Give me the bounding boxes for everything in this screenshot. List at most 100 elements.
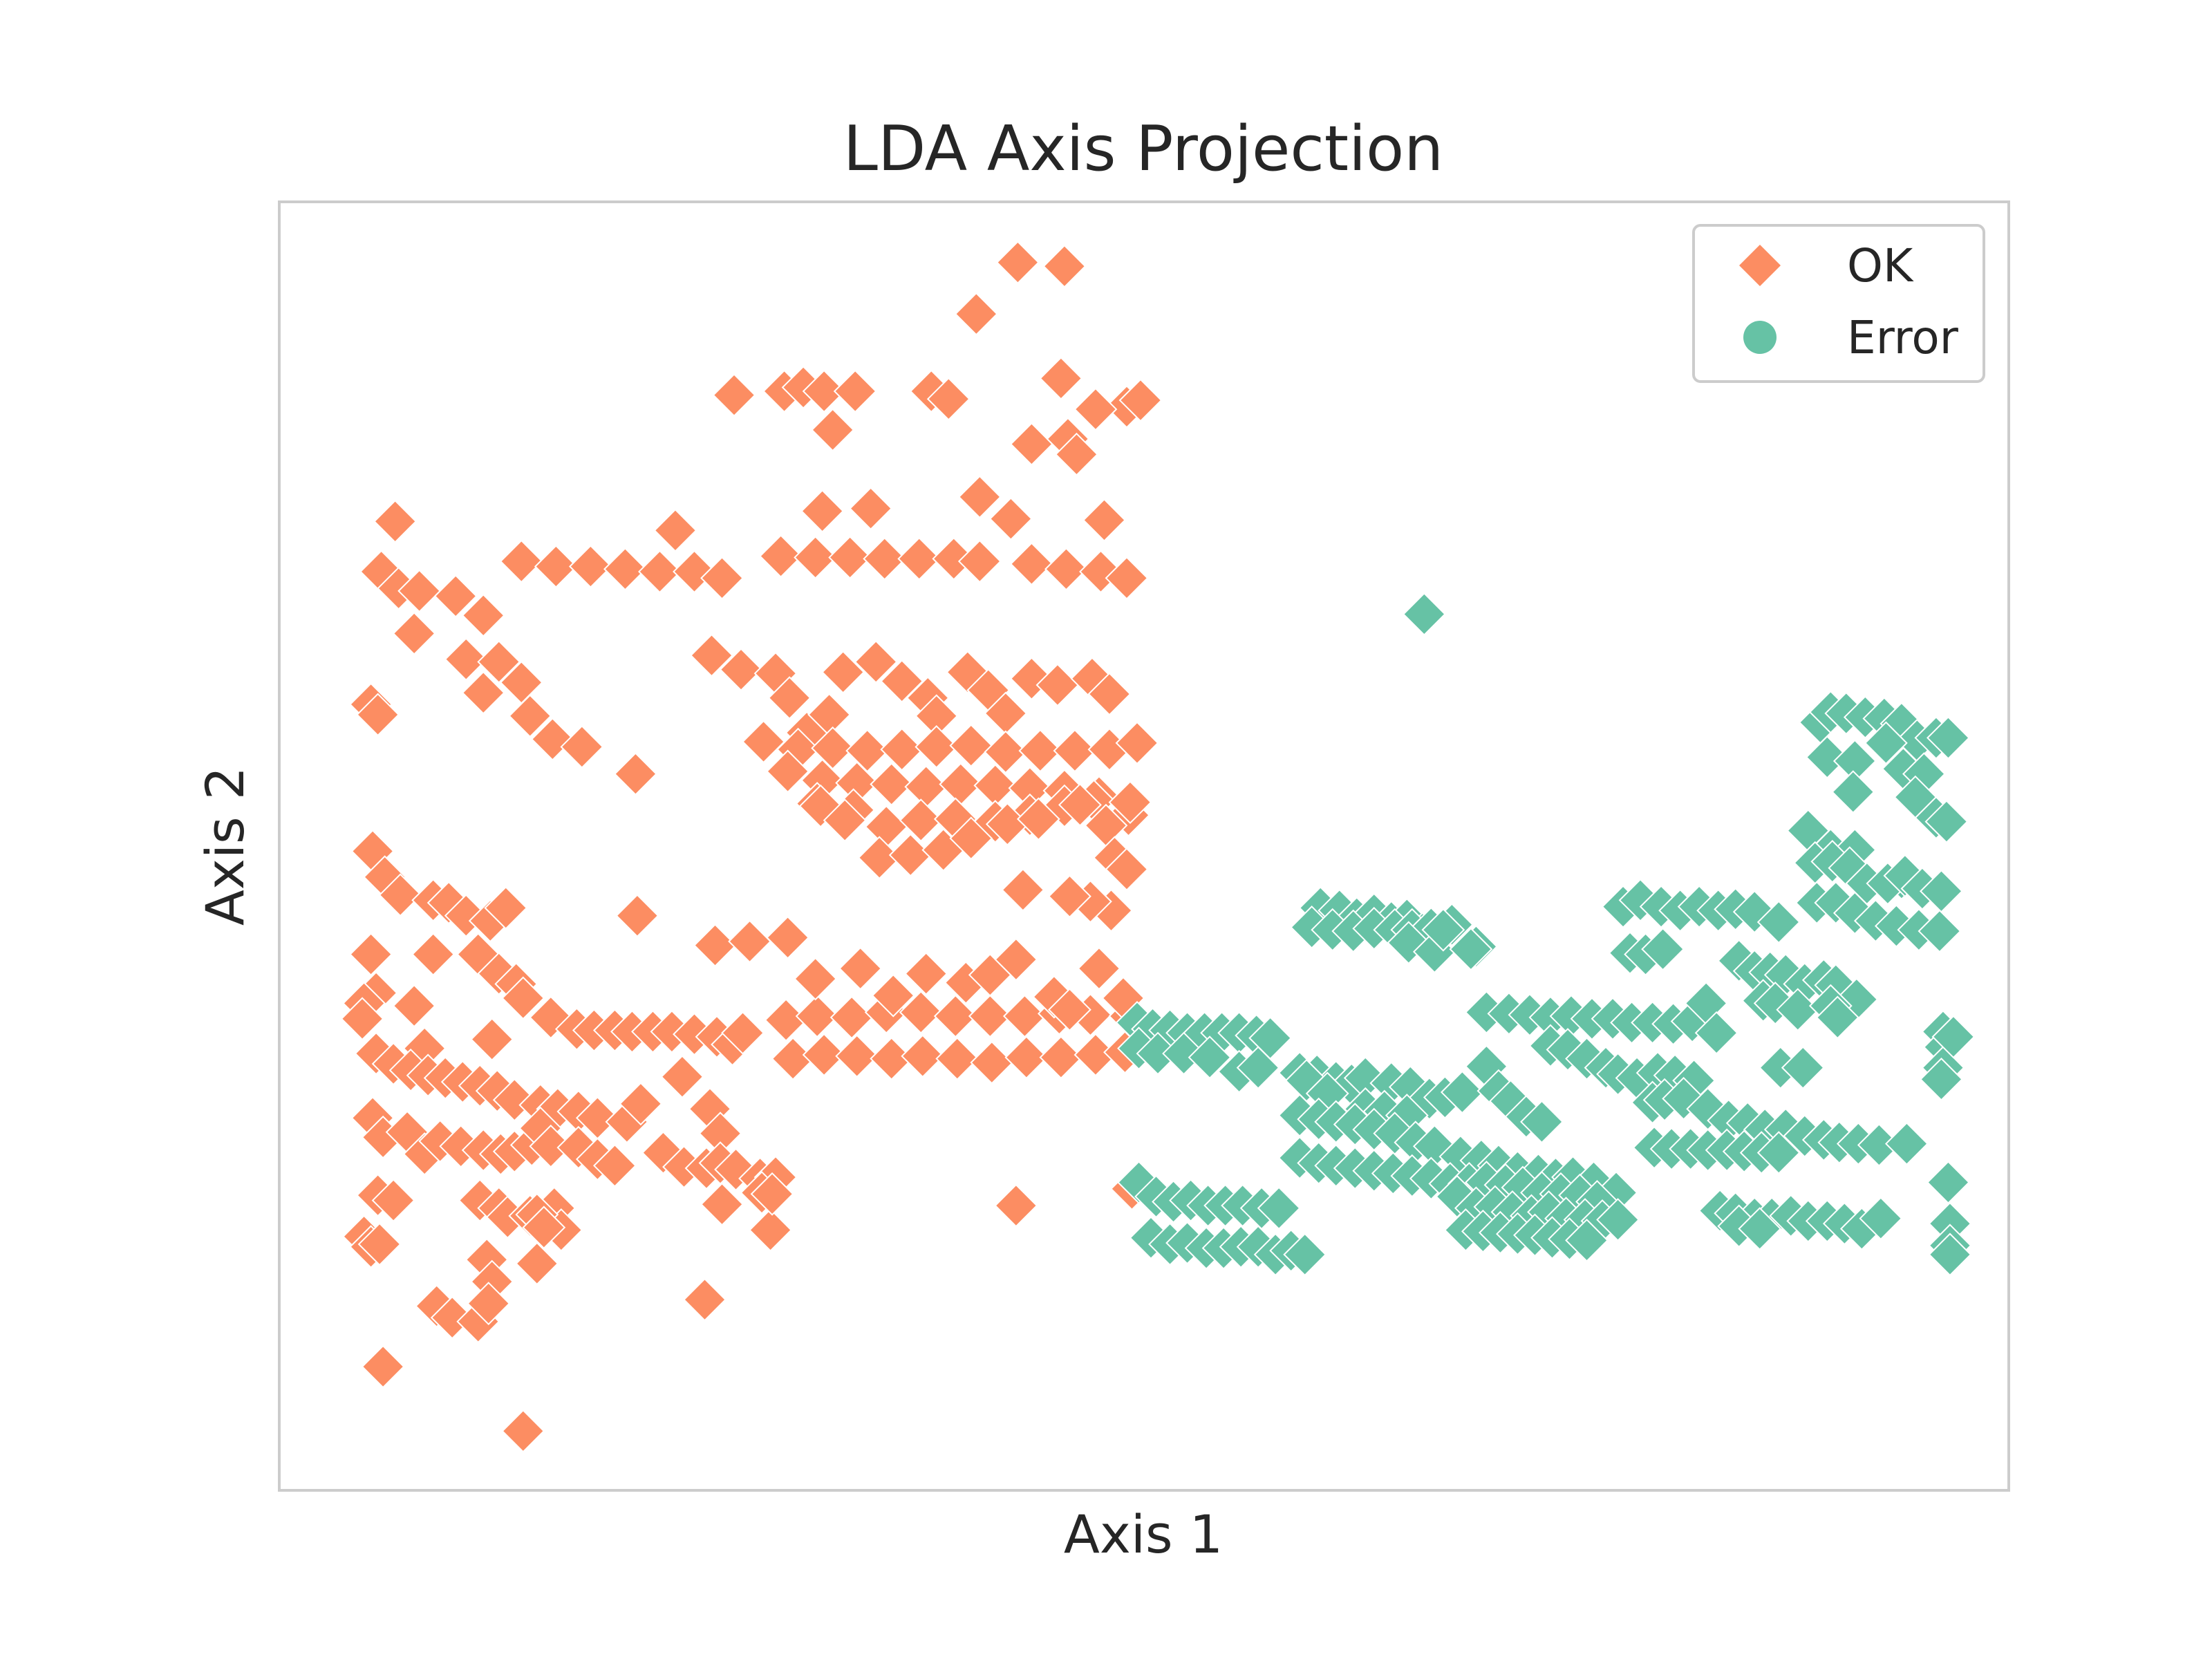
point-ok-31 <box>534 545 578 588</box>
point-ok-111 <box>378 873 422 917</box>
point-ok-7 <box>833 369 877 413</box>
point-ok-259 <box>994 1183 1038 1228</box>
point-ok-41 <box>897 536 941 581</box>
point-error-131 <box>1440 1070 1484 1114</box>
point-ok-236 <box>933 994 977 1038</box>
point-ok-50 <box>477 640 521 684</box>
series-ok-points <box>340 241 1163 1453</box>
point-error-250 <box>1738 1207 1782 1251</box>
point-error-97 <box>1694 1011 1738 1055</box>
point-ok-244 <box>871 973 915 1018</box>
point-ok-88 <box>1115 721 1159 765</box>
point-ok-233 <box>830 995 874 1040</box>
point-ok-58 <box>613 752 657 796</box>
point-ok-48 <box>392 612 436 655</box>
point-ok-76 <box>1087 672 1132 716</box>
point-ok-52 <box>461 671 505 715</box>
point-error-37 <box>1918 909 1962 953</box>
point-ok-60 <box>719 648 763 692</box>
point-ok-23 <box>988 497 1033 541</box>
point-ok-237 <box>968 994 1012 1038</box>
point-ok-1 <box>1042 244 1087 288</box>
point-error-10 <box>1864 721 1908 765</box>
point-ok-43 <box>957 539 1002 583</box>
point-ok-9 <box>926 377 971 421</box>
point-error-9 <box>1927 716 1970 760</box>
point-ok-129 <box>1058 782 1102 827</box>
point-ok-145 <box>456 932 500 976</box>
chart-title: LDA Axis Projection <box>843 113 1443 185</box>
point-error-206 <box>1257 1186 1301 1230</box>
point-ok-92 <box>870 762 914 806</box>
point-error-18 <box>1924 800 1969 843</box>
point-ok-29 <box>461 593 505 637</box>
legend-marker-error <box>1743 321 1777 354</box>
point-ok-47 <box>1105 556 1149 600</box>
point-ok-138 <box>349 932 393 976</box>
x-axis-label: Axis 1 <box>1064 1503 1223 1565</box>
point-ok-30 <box>499 539 543 583</box>
point-ok-114 <box>444 894 488 938</box>
point-ok-251 <box>1077 946 1121 991</box>
point-error-84 <box>1781 1046 1825 1090</box>
point-ok-120 <box>766 915 810 959</box>
point-ok-193 <box>592 1143 637 1188</box>
point-ok-136 <box>1047 874 1091 919</box>
point-error-82 <box>1815 995 1859 1040</box>
point-ok-65 <box>821 650 865 694</box>
point-ok-6 <box>802 369 846 413</box>
point-ok-256 <box>522 1206 566 1250</box>
point-ok-12 <box>1118 378 1163 422</box>
point-ok-86 <box>1053 729 1097 773</box>
point-ok-49 <box>444 637 488 682</box>
point-ok-18 <box>373 499 418 543</box>
point-error-11 <box>1805 735 1849 779</box>
point-ok-0 <box>995 241 1040 285</box>
point-ok-22 <box>957 475 1002 519</box>
point-ok-225 <box>935 1037 980 1080</box>
point-ok-66 <box>854 640 898 684</box>
point-ok-16 <box>1074 387 1118 431</box>
point-ok-248 <box>994 937 1038 982</box>
point-ok-149 <box>501 976 545 1020</box>
point-error-121 <box>1236 1046 1280 1090</box>
point-ok-191 <box>556 1125 601 1170</box>
point-error-226 <box>1596 1198 1640 1241</box>
point-error-79 <box>1753 981 1797 1025</box>
point-ok-219 <box>683 1277 727 1322</box>
point-ok-126 <box>949 816 993 861</box>
point-error-244 <box>1859 1197 1903 1241</box>
point-ok-83 <box>949 724 993 768</box>
point-ok-238 <box>1002 994 1047 1038</box>
point-ok-227 <box>1004 1035 1049 1080</box>
point-ok-160 <box>721 1011 765 1055</box>
point-ok-119 <box>728 919 771 964</box>
legend-label-ok: OK <box>1847 239 1914 292</box>
point-ok-131 <box>1108 780 1152 825</box>
point-ok-242 <box>794 957 838 1001</box>
point-ok-202 <box>371 1179 415 1223</box>
point-ok-39 <box>828 536 872 579</box>
point-ok-128 <box>1016 797 1060 841</box>
point-error-248 <box>1928 1232 1972 1277</box>
point-error-67 <box>1641 927 1685 971</box>
point-ok-44 <box>1009 542 1053 586</box>
point-ok-210 <box>749 1208 792 1252</box>
point-ok-55 <box>560 725 604 769</box>
point-ok-38 <box>794 536 838 579</box>
point-ok-10 <box>1039 356 1083 400</box>
point-ok-250 <box>1047 988 1091 1032</box>
point-ok-121 <box>798 784 843 828</box>
point-ok-245 <box>904 952 948 995</box>
point-ok-228 <box>1039 1035 1083 1080</box>
point-error-234 <box>1565 1218 1609 1262</box>
point-ok-137 <box>1001 868 1045 912</box>
point-error-69 <box>1449 927 1493 971</box>
point-error-245 <box>1927 1161 1970 1204</box>
point-ok-176 <box>660 1055 704 1099</box>
point-ok-175 <box>619 1082 663 1126</box>
point-ok-27 <box>397 569 442 613</box>
point-ok-224 <box>901 1034 945 1078</box>
point-ok-36 <box>700 556 744 600</box>
